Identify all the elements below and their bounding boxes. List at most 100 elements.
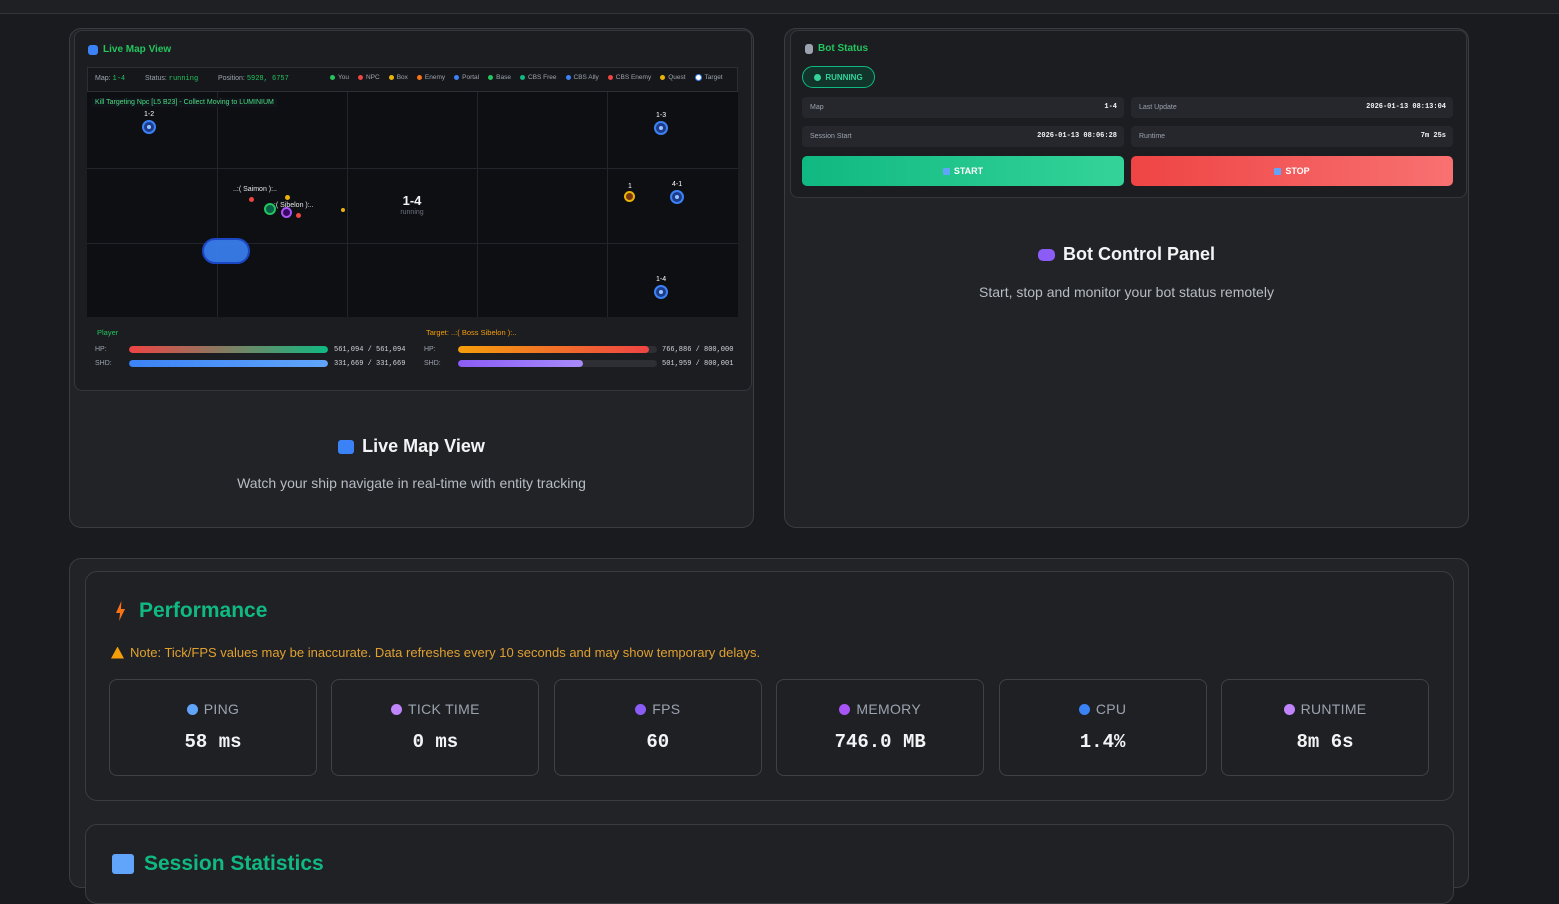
text: Status: (145, 75, 167, 82)
text: 1-4 (112, 75, 126, 83)
legend-dot (330, 75, 335, 80)
bolt-icon (116, 601, 125, 621)
performance-note: Note: Tick/FPS values may be inaccurate.… (111, 645, 760, 660)
legend-item: Box (388, 74, 408, 81)
legend-label: Base (496, 74, 511, 81)
legend-item: NPC (357, 74, 380, 81)
legend: You NPC Box Enemy Portal Base CBS Free CBS Ally… (330, 74, 723, 81)
start-text: START (953, 166, 984, 176)
text: running (168, 75, 199, 83)
status-badge-text: RUNNING (825, 72, 863, 82)
stop-button[interactable]: STOP (1131, 156, 1453, 186)
top-bar (0, 0, 1559, 14)
npc (296, 213, 301, 218)
legend-dot (454, 75, 460, 80)
hp-bar (129, 346, 328, 353)
box (341, 208, 345, 212)
metric-label-text: RUNTIME (1300, 701, 1367, 717)
info-position: Position: 5928, 6757 (218, 75, 289, 83)
legend-item: CBS Ally (565, 74, 599, 81)
status-field (802, 97, 1124, 118)
portal (654, 285, 668, 299)
status-field (1131, 126, 1453, 147)
metric-value: 60 (646, 731, 670, 753)
metric-label: CPU (1000, 701, 1206, 717)
text: Position: (218, 75, 245, 82)
portal-label: 1-2 (144, 111, 155, 118)
shd-bar (458, 360, 657, 367)
field-label: Map (810, 104, 824, 111)
legend-item: CBS Free (519, 74, 557, 81)
grid-line (87, 243, 738, 244)
hp-value: 561,094 / 561,094 (334, 346, 406, 354)
legend-dot (357, 75, 363, 80)
legend-label: Target (704, 74, 723, 81)
metric-icon (186, 703, 198, 715)
text: 5928, 6757 (246, 75, 289, 83)
legend-item: Quest (660, 74, 686, 81)
npc (249, 197, 254, 202)
portal (670, 190, 684, 204)
metric-card: PING 58 ms (109, 679, 317, 776)
legend-dot (416, 75, 422, 80)
legend-label: Enemy (424, 74, 446, 81)
session-title-text: Session Statistics (144, 852, 324, 875)
map-header: Live Map View (88, 44, 171, 55)
metric-label: FPS (555, 701, 761, 717)
map-area (87, 92, 738, 317)
metric-card: TICK TIME 0 ms (331, 679, 540, 776)
metric-icon (391, 703, 403, 715)
entity-cluster (202, 238, 250, 264)
metric-label-text: TICK TIME (408, 701, 480, 717)
caption-icon (338, 439, 355, 454)
legend-label: Box (396, 74, 408, 81)
metric-value: 8m 6s (1296, 731, 1354, 753)
metric-label: PING (110, 701, 316, 717)
map-icon (88, 44, 98, 55)
shd-value: 501,959 / 800,001 (662, 360, 734, 368)
status-badge: RUNNING (802, 66, 875, 88)
caption-icon (1038, 248, 1055, 261)
legend-dot (519, 75, 525, 80)
map-caption-title: Live Map View (69, 436, 754, 457)
legend-item: CBS Enemy (607, 74, 652, 81)
metric-label-text: PING (203, 701, 240, 717)
box (285, 195, 290, 200)
performance-title-text: Performance (139, 599, 268, 622)
field-label: Session Start (810, 133, 852, 140)
performance-note-text: Note: Tick/FPS values may be inaccurate.… (130, 645, 761, 660)
quest-marker (624, 191, 635, 202)
grid-line (607, 92, 608, 317)
start-button[interactable]: START (802, 156, 1124, 186)
performance-title: Performance (116, 599, 267, 623)
metric-card: RUNTIME 8m 6s (1221, 679, 1429, 776)
portal (142, 120, 156, 134)
portal-label: 1-3 (656, 112, 667, 119)
metric-icon (1078, 703, 1090, 715)
metric-value: 746.0 MB (834, 731, 926, 753)
metric-label-text: FPS (652, 701, 681, 717)
entity-label: ..:( Saimon ):.. (233, 186, 277, 193)
status-dot (814, 73, 822, 81)
legend-label: CBS Enemy (615, 74, 652, 81)
text: Map: (95, 75, 111, 82)
entity-label: ..:( Sibelon ):.. (270, 202, 314, 209)
legend-item: Portal (454, 74, 479, 81)
session-icon (112, 854, 134, 874)
status-field (1131, 97, 1453, 118)
legend-label: Portal (462, 74, 480, 81)
grid-line (217, 92, 218, 317)
shd-label: SHD: (424, 360, 441, 367)
metric-label-text: CPU (1095, 701, 1127, 717)
field-value: 2026-01-13 08:13:04 (1366, 103, 1446, 111)
hp-label: HP: (95, 346, 107, 353)
session-title: Session Statistics (112, 852, 324, 876)
portal-label: 4-1 (672, 181, 683, 188)
field-value: 1-4 (1104, 103, 1117, 111)
legend-item: You (330, 74, 349, 81)
legend-dot (660, 75, 666, 80)
hp-label: HP: (424, 346, 436, 353)
map-caption-text: Watch your ship navigate in real-time wi… (237, 475, 586, 491)
legend-dot (488, 75, 494, 80)
